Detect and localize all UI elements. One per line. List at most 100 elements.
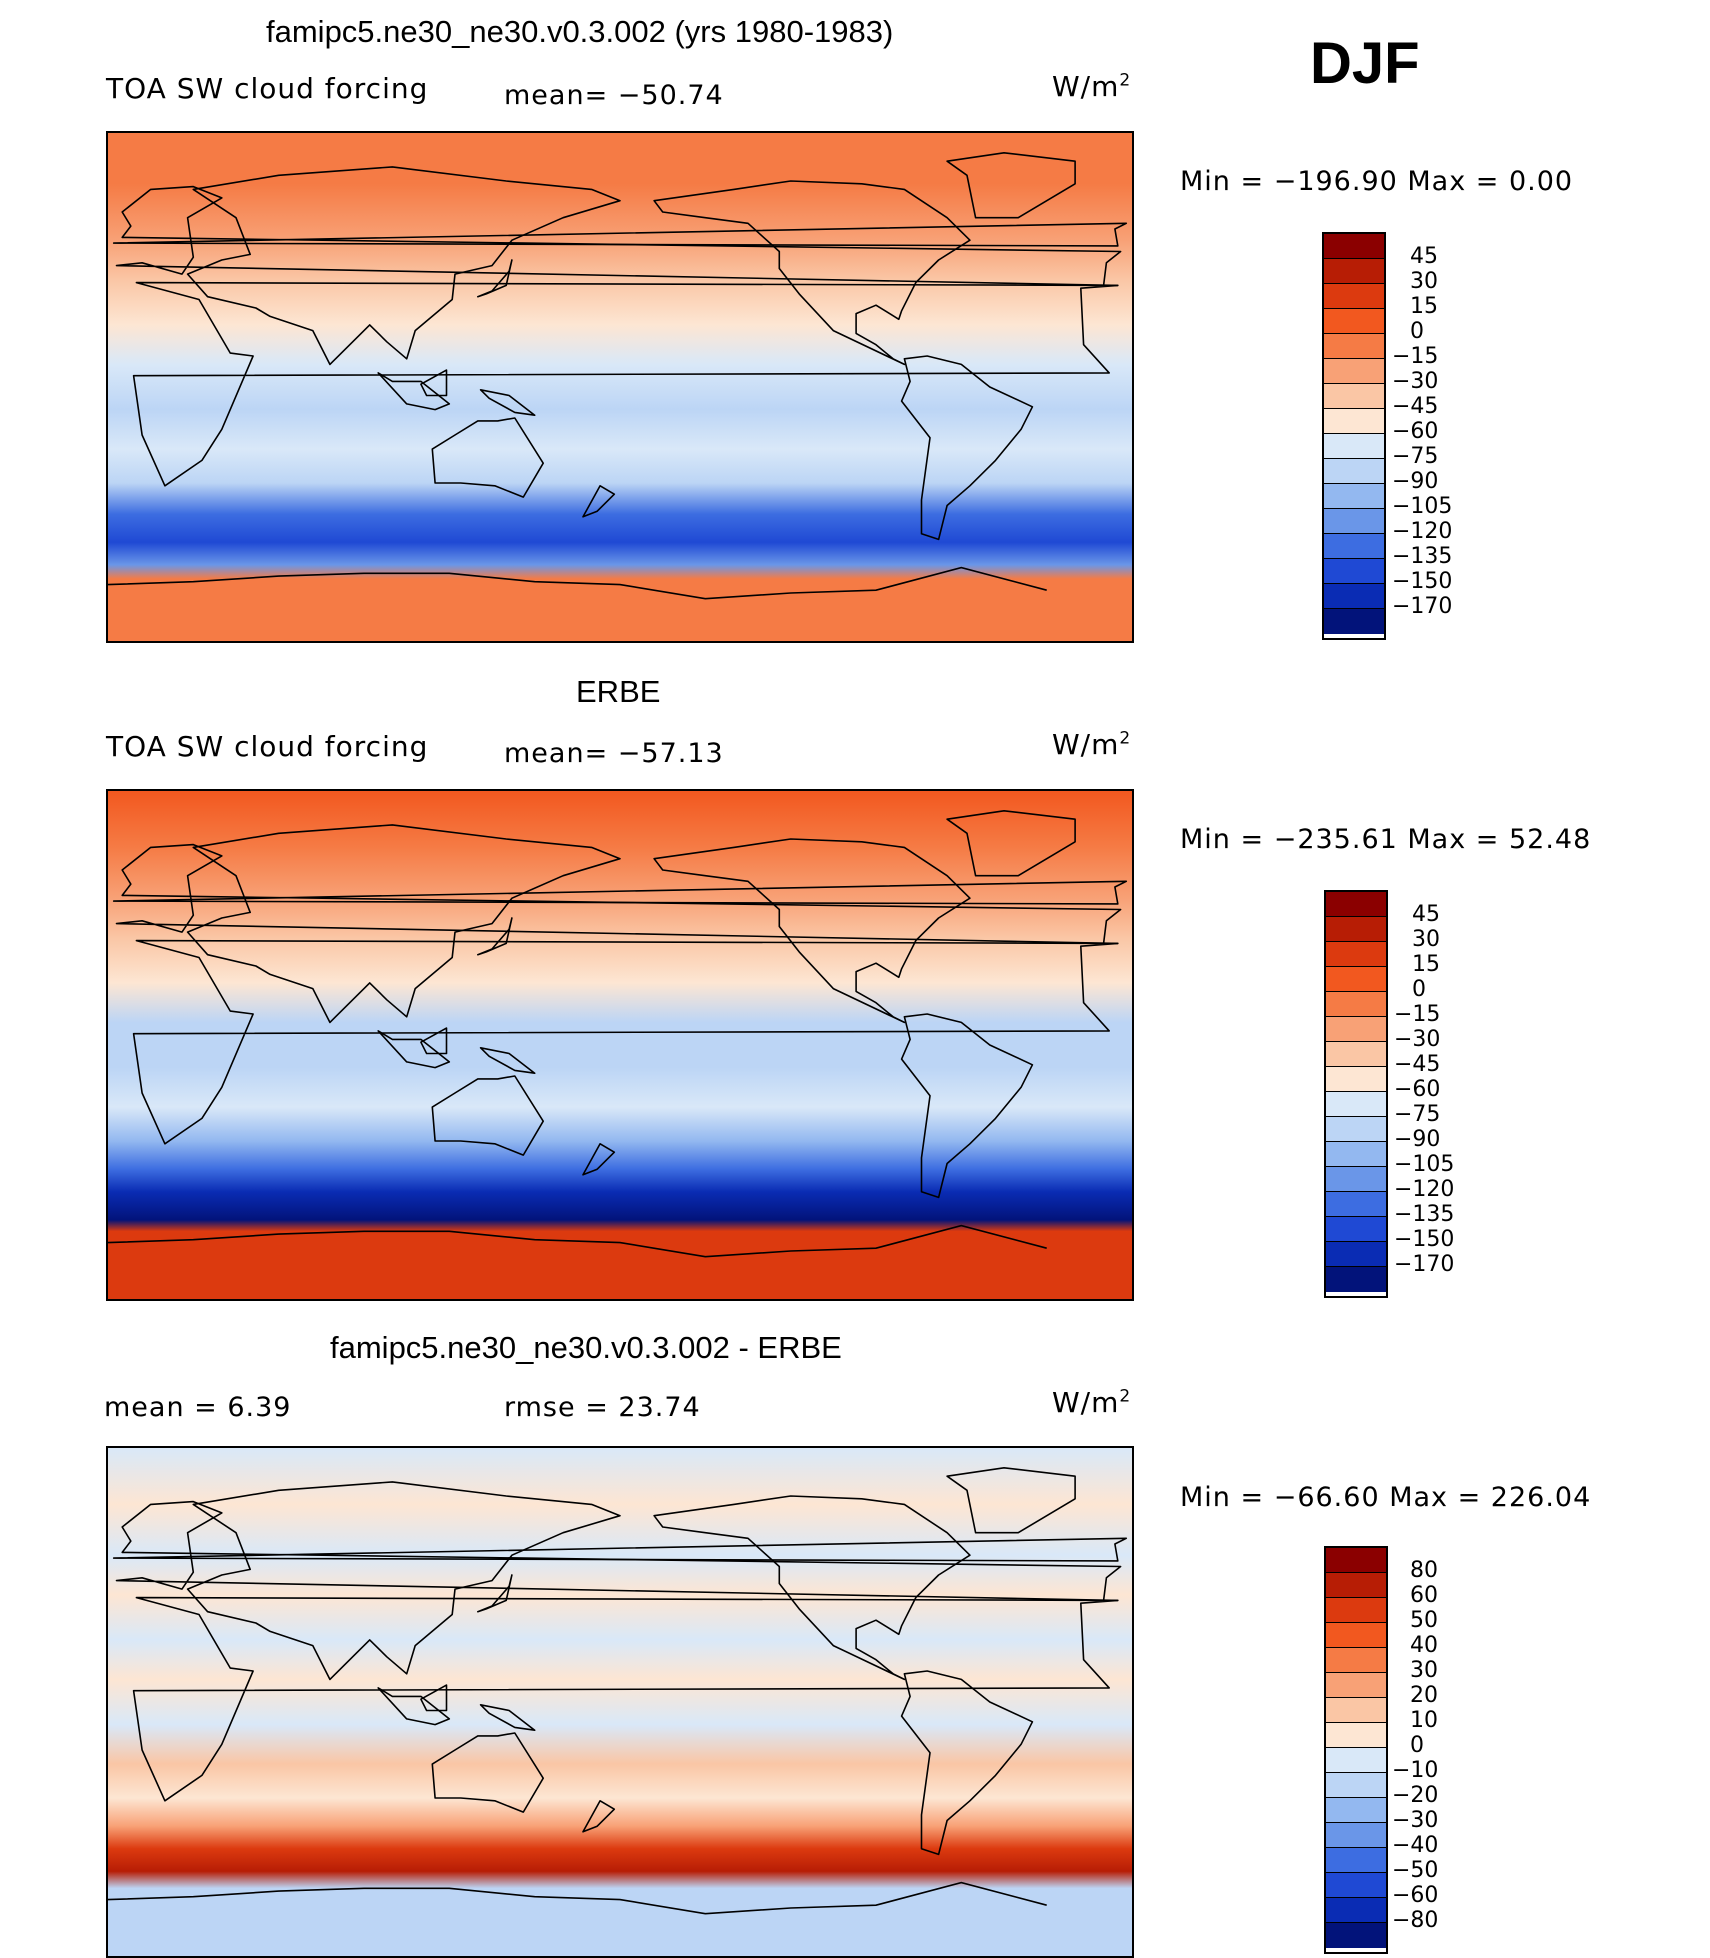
colorbar-swatch xyxy=(1324,484,1384,509)
colorbar-swatch xyxy=(1326,1748,1386,1773)
coastline-6 xyxy=(946,151,1076,219)
colorbar-tick-label: 15 xyxy=(1412,952,1440,977)
map-canvas xyxy=(108,133,1132,641)
panel-1-variable-label: TOA SW cloud forcing xyxy=(106,72,429,105)
colorbar-tick-label: −150 xyxy=(1392,569,1453,594)
coastline-8 xyxy=(420,1684,448,1712)
coastline-0 xyxy=(132,281,1119,487)
colorbar-tick-label: −45 xyxy=(1394,1052,1441,1077)
colorbar-tick-label: −135 xyxy=(1394,1202,1455,1227)
panel-2-mean: mean= −57.13 xyxy=(504,738,724,769)
colorbar-swatch xyxy=(1326,1848,1386,1873)
coastline-12 xyxy=(582,1142,616,1176)
panel-2-title: ERBE xyxy=(576,674,661,709)
colorbar-tick-label: 0 xyxy=(1410,319,1424,344)
coastline-8 xyxy=(420,369,448,397)
colorbar-tick-label: 50 xyxy=(1410,1608,1438,1633)
colorbar-swatch xyxy=(1324,359,1384,384)
panel-1-minmax: Min = −196.90 Max = 0.00 xyxy=(1180,166,1574,197)
coastline-11 xyxy=(112,1537,1128,1562)
colorbar-swatch xyxy=(1326,1698,1386,1723)
colorbar-swatch xyxy=(1326,1117,1386,1142)
panel-2-variable-label: TOA SW cloud forcing xyxy=(106,730,429,763)
colorbar-tick-label: −10 xyxy=(1392,1758,1439,1783)
colorbar-swatch xyxy=(1326,992,1386,1017)
colorbar-tick-label: −30 xyxy=(1392,369,1439,394)
colorbar-tick-label: −105 xyxy=(1394,1152,1455,1177)
colorbar-swatch xyxy=(1326,1573,1386,1598)
colorbar-swatch xyxy=(1326,1167,1386,1192)
colorbar-swatch xyxy=(1324,434,1384,459)
coastline-8 xyxy=(420,1027,448,1055)
colorbar-tick-label: −170 xyxy=(1394,1252,1455,1277)
colorbar-swatch xyxy=(1324,509,1384,534)
colorbar-swatch xyxy=(1324,459,1384,484)
colorbar-swatch xyxy=(1324,309,1384,334)
colorbar-swatch xyxy=(1326,967,1386,992)
coastline-7 xyxy=(377,372,451,411)
colorbar-swatch xyxy=(1324,284,1384,309)
colorbar-tick-label: 30 xyxy=(1410,1658,1438,1683)
colorbar-tick-label: 45 xyxy=(1412,902,1440,927)
panel-2-colorbar xyxy=(1324,890,1388,1298)
colorbar-tick-label: −60 xyxy=(1394,1077,1441,1102)
colorbar-swatch xyxy=(1324,559,1384,584)
coastline-3 xyxy=(431,1732,545,1813)
colorbar-tick-label: −60 xyxy=(1392,1883,1439,1908)
coastline-11 xyxy=(112,880,1128,905)
colorbar-tick-label: −60 xyxy=(1392,419,1439,444)
coastline-9 xyxy=(479,388,536,417)
coastline-10 xyxy=(476,1574,513,1613)
colorbar-tick-label: −15 xyxy=(1394,1002,1441,1027)
colorbar-swatch xyxy=(1326,1092,1386,1117)
colorbar-swatch xyxy=(1326,1923,1386,1948)
colorbar-tick-label: 80 xyxy=(1410,1558,1438,1583)
panel-1-map xyxy=(106,131,1134,643)
colorbar-tick-label: −90 xyxy=(1392,469,1439,494)
coastline-12 xyxy=(582,484,616,518)
panel-3-mean: mean = 6.39 xyxy=(104,1392,292,1423)
colorbar-swatch xyxy=(1326,1192,1386,1217)
colorbar-swatch xyxy=(1326,892,1386,917)
coastline-10 xyxy=(476,259,513,298)
panel-3-colorbar xyxy=(1324,1546,1388,1954)
panel-1-mean: mean= −50.74 xyxy=(504,80,724,111)
colorbar-swatch xyxy=(1326,1873,1386,1898)
colorbar-swatch xyxy=(1324,609,1384,634)
colorbar-tick-label: −40 xyxy=(1392,1833,1439,1858)
colorbar-swatch xyxy=(1326,1142,1386,1167)
colorbar-swatch xyxy=(1326,1723,1386,1748)
coastline-0 xyxy=(132,939,1119,1145)
colorbar-tick-label: −30 xyxy=(1394,1027,1441,1052)
colorbar-swatch xyxy=(1326,1898,1386,1923)
colorbar-swatch xyxy=(1326,1598,1386,1623)
coastline-2 xyxy=(186,824,621,1024)
colorbar-tick-label: 0 xyxy=(1412,977,1426,1002)
panel-3-minmax: Min = −66.60 Max = 226.04 xyxy=(1180,1482,1592,1513)
coastline-7 xyxy=(377,1030,451,1069)
coastline-0 xyxy=(132,1596,1119,1802)
colorbar-swatch xyxy=(1324,409,1384,434)
colorbar-swatch xyxy=(1326,1673,1386,1698)
colorbar-tick-label: 60 xyxy=(1410,1583,1438,1608)
colorbar-swatch xyxy=(1326,1017,1386,1042)
coastline-2 xyxy=(186,1481,621,1681)
colorbar-swatch xyxy=(1326,1042,1386,1067)
coastline-9 xyxy=(479,1703,536,1732)
colorbar-swatch xyxy=(1324,584,1384,609)
colorbar-tick-label: 15 xyxy=(1410,294,1438,319)
coastline-4 xyxy=(653,1495,971,1681)
colorbar-tick-label: −105 xyxy=(1392,494,1453,519)
colorbar-swatch xyxy=(1326,1217,1386,1242)
colorbar-tick-label: −150 xyxy=(1394,1227,1455,1252)
field-shading xyxy=(108,1448,1132,1956)
coastline-antarctica xyxy=(108,1224,1047,1258)
colorbar-swatch xyxy=(1324,334,1384,359)
panel-1-units: W/m2 xyxy=(1052,70,1132,103)
colorbar-tick-label: 0 xyxy=(1410,1733,1424,1758)
colorbar-tick-label: 40 xyxy=(1410,1633,1438,1658)
season-label: DJF xyxy=(1310,31,1420,96)
colorbar-swatch xyxy=(1326,1623,1386,1648)
colorbar-tick-label: −45 xyxy=(1392,394,1439,419)
coastline-5 xyxy=(900,355,1034,541)
